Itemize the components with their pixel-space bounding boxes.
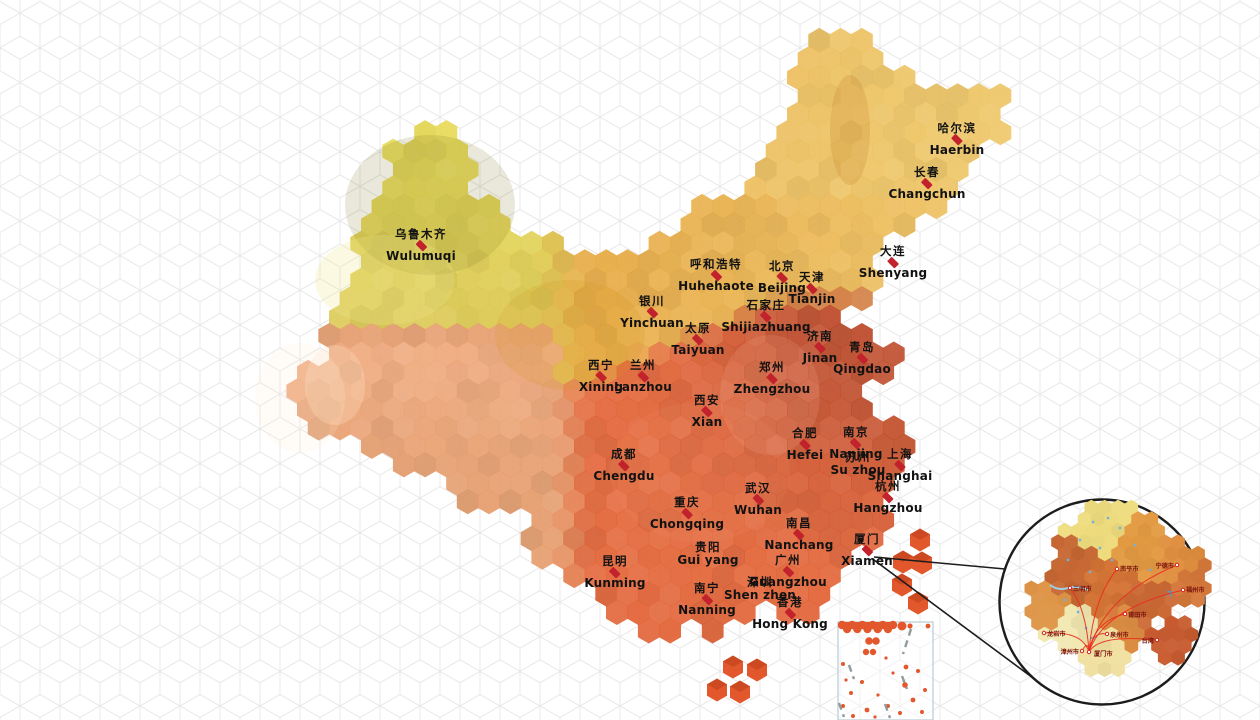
callout-line bbox=[873, 556, 1006, 570]
inset-city-dot bbox=[1114, 566, 1120, 572]
island-dot bbox=[907, 623, 913, 629]
inset-city-dot bbox=[1067, 585, 1073, 591]
blue-marker-square bbox=[1076, 610, 1080, 614]
inset-city-label: 福州市 bbox=[1185, 586, 1205, 594]
boundary-dash-line bbox=[901, 628, 913, 655]
blue-marker-square bbox=[1106, 516, 1110, 520]
island-dot bbox=[869, 648, 877, 656]
island-dot bbox=[897, 621, 907, 631]
island-dot bbox=[860, 680, 864, 684]
island-dot bbox=[849, 691, 853, 695]
inset-city-dot bbox=[1041, 630, 1047, 636]
china-hex-map bbox=[286, 27, 1012, 644]
island-dot bbox=[903, 664, 909, 670]
boundary-dash-line bbox=[883, 703, 892, 719]
fujian-inset-map bbox=[1024, 499, 1212, 678]
island-dot bbox=[872, 637, 880, 645]
inset-city-label: 漳州市 bbox=[1060, 648, 1079, 656]
boundary-dash-line bbox=[847, 664, 856, 680]
route-line bbox=[1088, 568, 1118, 653]
inset-city-label: 莆田市 bbox=[1128, 611, 1147, 619]
island-dot bbox=[841, 662, 845, 666]
island-dot bbox=[925, 623, 931, 629]
island-dot bbox=[891, 671, 895, 675]
blue-marker-square bbox=[1091, 520, 1095, 524]
inset-city-dot bbox=[1154, 637, 1160, 643]
inset-city-dot bbox=[1180, 587, 1186, 593]
boundary-dash-line bbox=[900, 675, 909, 690]
island-dot bbox=[873, 715, 877, 719]
island-dot bbox=[898, 711, 902, 715]
callout-line bbox=[873, 559, 1038, 682]
blue-marker-square bbox=[1090, 636, 1094, 640]
blue-marker-square bbox=[1148, 568, 1152, 572]
blue-marker-square bbox=[1066, 558, 1070, 562]
island-dot bbox=[916, 669, 920, 673]
blue-marker-square bbox=[1118, 526, 1122, 530]
island-dot bbox=[920, 710, 924, 714]
blue-marker-square bbox=[1133, 543, 1137, 547]
boundary-dash-line bbox=[837, 702, 846, 718]
blue-marker-square bbox=[1110, 558, 1114, 562]
inset-city-dot bbox=[1174, 562, 1180, 568]
blue-marker-square bbox=[1088, 570, 1092, 574]
inset-city-label: 南平市 bbox=[1120, 565, 1139, 573]
inset-route-lines bbox=[1043, 564, 1184, 653]
blue-marker-square bbox=[1078, 538, 1082, 542]
island-dot bbox=[923, 688, 927, 692]
route-line bbox=[1088, 638, 1158, 653]
inset-city-label: 三明市 bbox=[1073, 585, 1092, 593]
island-dot bbox=[884, 656, 888, 660]
inset-city-label: 泉州市 bbox=[1109, 631, 1129, 639]
island-hexes bbox=[707, 528, 932, 704]
island-dot bbox=[844, 678, 848, 682]
blue-marker-square bbox=[1098, 546, 1102, 550]
inset-city-dot bbox=[1104, 631, 1110, 637]
inset-city-label: 宁德市 bbox=[1155, 562, 1174, 570]
island-dot bbox=[864, 707, 870, 713]
island-dot bbox=[876, 693, 880, 697]
photo-tint-overlays bbox=[255, 75, 870, 542]
inset-city-label: 龙岩市 bbox=[1046, 630, 1066, 638]
inset-city-dot bbox=[1079, 648, 1085, 654]
island-dot bbox=[851, 714, 855, 718]
route-line bbox=[1088, 633, 1108, 653]
inset-city-dot bbox=[1122, 611, 1128, 617]
island-dot bbox=[910, 697, 916, 703]
island-dot bbox=[862, 648, 870, 656]
inset-city-label: 厦门市 bbox=[1093, 650, 1113, 658]
island-dot bbox=[865, 637, 873, 645]
island-dot bbox=[841, 704, 845, 708]
south-china-sea-inset bbox=[837, 620, 934, 720]
inset-city-dot bbox=[1086, 649, 1092, 655]
route-line bbox=[1043, 632, 1090, 653]
route-line bbox=[1069, 587, 1090, 653]
inset-city-label: 台湾 bbox=[1142, 637, 1155, 645]
island-dot bbox=[902, 682, 908, 688]
blue-marker-square bbox=[1063, 598, 1067, 602]
